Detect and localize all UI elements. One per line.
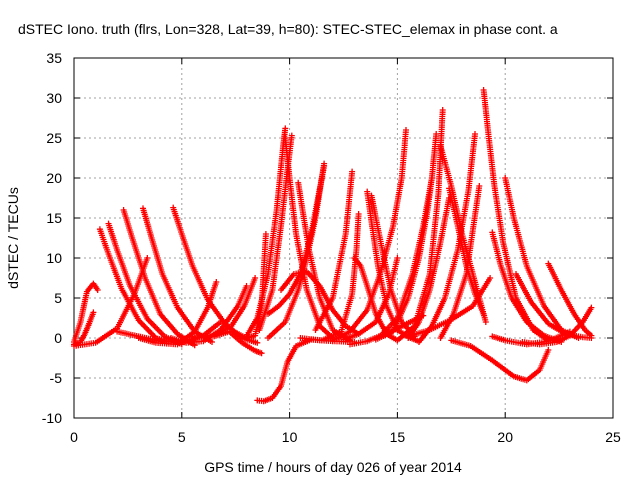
x-tick-label: 20 (497, 429, 513, 445)
chart-title: dSTEC Iono. truth (flrs, Lon=328, Lat=39… (18, 21, 558, 37)
y-tick-label: -10 (42, 410, 62, 426)
series-39-markers (407, 275, 494, 339)
series-19-markers (295, 179, 353, 344)
series-19 (295, 179, 353, 344)
series-18 (256, 132, 295, 333)
series-34 (405, 195, 453, 341)
series-layer (71, 87, 595, 405)
y-axis-label: dSTEC / TECUs (5, 187, 21, 289)
series-39 (407, 275, 494, 339)
series-29 (340, 255, 401, 343)
x-tick-label: 0 (70, 429, 78, 445)
series-14 (211, 328, 265, 357)
series-47 (489, 328, 573, 348)
y-tick-label: 30 (46, 90, 62, 106)
series-23-markers (297, 211, 362, 344)
series-41-markers (489, 229, 565, 345)
x-tick-label: 15 (390, 429, 406, 445)
series-14-markers (211, 328, 265, 357)
x-tick-label: 5 (178, 429, 186, 445)
x-axis-label: GPS time / hours of day 026 of year 2014 (204, 459, 462, 475)
series-32 (379, 131, 440, 337)
axis-ticks: 0 5 10 15 20 25 -10 -5 0 5 10 15 20 25 30 35 (42, 50, 621, 445)
series-29-markers (340, 255, 401, 343)
series-24-markers (312, 168, 356, 333)
series-16-markers (243, 125, 289, 340)
series-6-markers (120, 207, 198, 349)
y-tick-label: 25 (46, 130, 62, 146)
y-tick-label: 15 (46, 210, 62, 226)
series-28-markers (329, 127, 409, 344)
series-28 (329, 127, 409, 344)
series-16 (243, 125, 289, 340)
series-41 (489, 229, 565, 345)
x-tick-label: 10 (282, 429, 298, 445)
series-24 (312, 168, 356, 333)
series-23 (297, 211, 362, 344)
series-38 (437, 183, 483, 341)
series-21-markers (265, 163, 328, 317)
series-45 (448, 337, 552, 384)
series-44-markers (545, 260, 595, 339)
series-32-markers (379, 131, 440, 337)
x-tick-label: 25 (605, 429, 621, 445)
y-tick-label: 10 (46, 250, 62, 266)
y-tick-label: 35 (46, 50, 62, 66)
y-tick-label: 20 (46, 170, 62, 186)
plot-frame (73, 57, 614, 419)
series-7 (140, 205, 215, 345)
series-47-markers (489, 328, 573, 348)
series-44 (545, 260, 595, 339)
series-21 (265, 163, 328, 317)
series-38-markers (437, 183, 483, 341)
series-22-markers (278, 268, 362, 337)
series-22 (278, 268, 362, 337)
y-tick-label: 0 (54, 330, 62, 346)
series-6 (120, 207, 198, 349)
series-45-markers (448, 337, 552, 384)
series-18-markers (256, 132, 295, 333)
series-34-markers (405, 195, 453, 341)
y-tick-label: -5 (50, 370, 63, 386)
series-7-markers (140, 205, 215, 345)
y-tick-label: 5 (54, 290, 62, 306)
